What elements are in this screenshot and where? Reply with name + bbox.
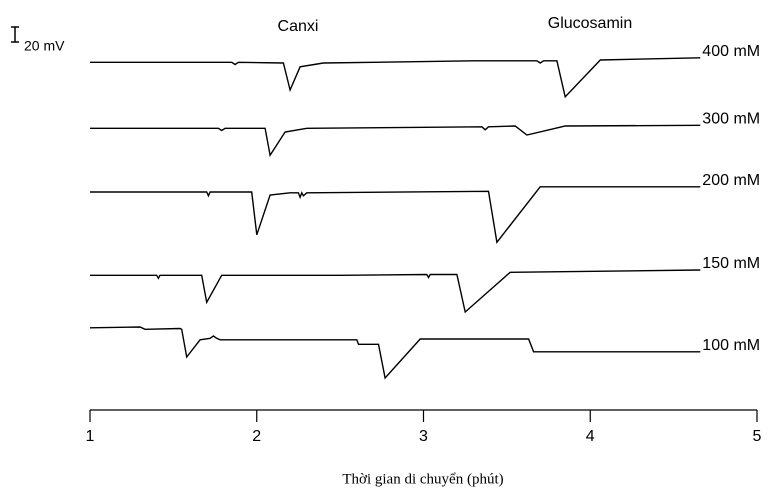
trace (90, 57, 701, 99)
x-tick-label: 4 (586, 428, 595, 445)
trace-label: 100 mM (702, 337, 760, 354)
trace (89, 326, 701, 380)
x-axis-title: Thời gian di chuyển (phút) (342, 471, 503, 487)
trace (90, 269, 701, 314)
trace-label: 150 mM (702, 255, 760, 272)
annotation: Canxi (278, 18, 319, 35)
trace (90, 186, 701, 244)
scale-bar-label: 20 mV (24, 38, 65, 54)
x-tick-label: 1 (86, 428, 95, 445)
trace (90, 124, 701, 158)
trace-label: 200 mM (702, 172, 760, 189)
x-tick-label: 5 (753, 428, 762, 445)
x-tick-label: 2 (252, 428, 261, 445)
trace-label: 400 mM (702, 43, 760, 60)
trace-label: 300 mM (702, 110, 760, 127)
x-tick-label: 3 (419, 428, 428, 445)
annotation: Glucosamin (548, 15, 632, 32)
